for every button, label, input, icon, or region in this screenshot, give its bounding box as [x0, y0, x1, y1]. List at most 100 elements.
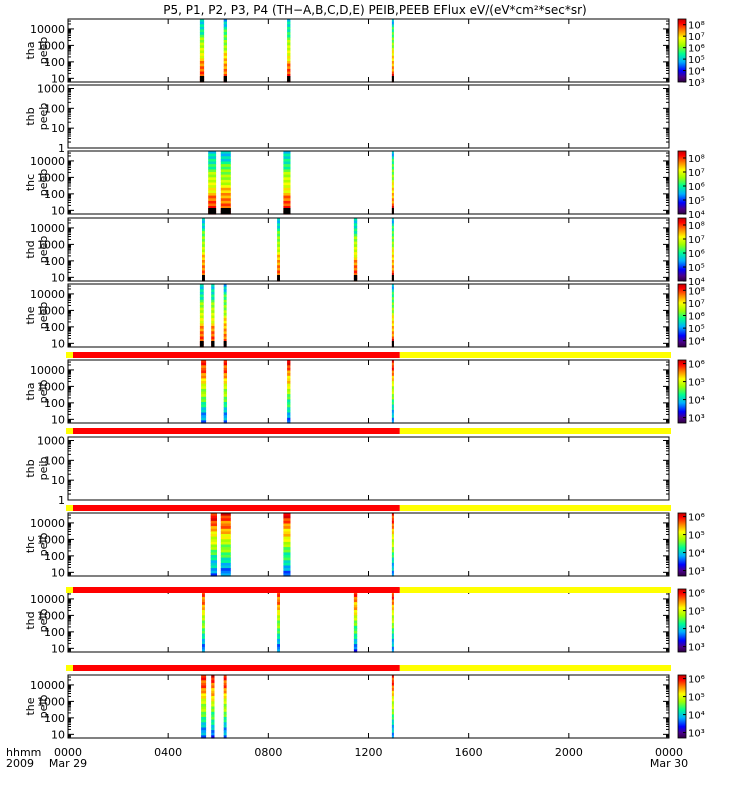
spectrogram-cell [220, 552, 231, 556]
spectrogram-cell [223, 360, 227, 364]
colorbar-tick-label: 10⁵ [688, 324, 705, 335]
spectrogram-cell [353, 646, 358, 650]
spectrogram-cell [391, 520, 394, 525]
spectrogram-cell [391, 531, 394, 535]
y-tick-label: 10000 [30, 23, 65, 36]
spectrogram-cell [211, 326, 215, 330]
spectrogram-cell [391, 365, 394, 369]
spectrogram-cell [201, 682, 207, 687]
spectrogram-cell [287, 391, 291, 395]
spectrogram-cell [277, 636, 280, 640]
spectrogram-cell [353, 233, 358, 237]
spectrogram-cell [199, 305, 204, 309]
spectrogram-cell [353, 599, 358, 603]
spectrogram-cell [391, 42, 394, 46]
colorbar-tick-label: 10⁷ [688, 168, 705, 179]
spectrogram-cell [202, 236, 205, 240]
spectrogram-cell [353, 631, 358, 635]
y-tick-label: 10000 [30, 679, 65, 692]
mode-bar-1 [66, 352, 671, 358]
spectrogram-cell [208, 161, 217, 165]
spectrogram-cell [220, 518, 231, 522]
colorbar-tick-label: 10⁴ [688, 67, 705, 78]
spectrogram-cell [223, 394, 227, 398]
spectrogram-cell [220, 203, 231, 207]
panel-frame [67, 359, 670, 424]
spectrogram-cell [277, 220, 280, 224]
spectrogram-cell [391, 415, 394, 419]
spectrogram-cell [220, 161, 231, 165]
spectrogram-cell [353, 604, 358, 608]
spectrogram-cell [201, 719, 207, 723]
spectrogram-cell [210, 555, 217, 559]
spectrogram-cell [210, 562, 217, 567]
spectrogram-cell [391, 381, 394, 385]
product-label: peib [37, 457, 50, 481]
y-tick-label: 10000 [30, 364, 65, 377]
spectrogram-cell [211, 307, 215, 311]
spectrogram-cell [353, 265, 358, 269]
spectrogram-cell [202, 254, 205, 258]
spectrogram-cell [202, 607, 205, 611]
spectrogram-cell [223, 336, 227, 340]
panel-frame [67, 150, 670, 215]
spectrogram-cell [391, 174, 394, 178]
spectrogram-cell [391, 615, 394, 619]
spectrogram-cell [391, 336, 394, 340]
spectrogram-cell [353, 220, 358, 224]
spectrogram-cell [283, 200, 291, 205]
y-tick-label: 1000 [37, 695, 65, 708]
probe-label: tha [24, 382, 37, 400]
product-label: peeb [37, 169, 50, 197]
spectrogram-cell [199, 318, 204, 322]
spectrogram-cell [391, 722, 394, 726]
spectrogram-cell [391, 636, 394, 640]
spectrogram-cell [391, 166, 394, 170]
colorbar-tick-label: 10³ [688, 414, 705, 425]
spectrogram-cell [391, 34, 394, 38]
spectrogram-cell [277, 602, 280, 606]
colorbar-tick-label: 10⁷ [688, 299, 705, 310]
colorbar-tick-label: 10⁶ [688, 44, 705, 55]
spectrogram-cell [211, 682, 215, 687]
spectrogram-cell [287, 61, 291, 65]
spectrogram-cell [220, 198, 231, 202]
spectrogram-cell [391, 620, 394, 624]
spectrogram-cell [391, 68, 394, 73]
mode-bar-5 [66, 665, 671, 671]
spectrogram-cell [220, 549, 231, 553]
spectrogram-cell [223, 399, 227, 403]
spectrogram-cell [211, 289, 215, 293]
spectrogram-cell [391, 315, 394, 319]
x-tick-label: 0000 [54, 746, 82, 759]
colorbar-tick-label: 10⁶ [688, 513, 705, 524]
spectrogram-cell [210, 513, 217, 517]
spectrogram-cell [277, 638, 280, 643]
colorbar-tick-label: 10⁴ [688, 337, 705, 348]
colorbar-tick-label: 10⁵ [688, 693, 705, 704]
spectrogram-cell [223, 391, 227, 395]
spectrogram-cell [391, 562, 394, 567]
spectrogram-cell [201, 362, 207, 366]
spectrogram-cell [283, 156, 291, 160]
spectrogram-cell [353, 228, 358, 232]
colorbar-tick-label: 10³ [688, 729, 705, 740]
spectrogram-cell [220, 536, 231, 540]
spectrogram-cell [391, 412, 394, 416]
spectrogram-cell [223, 373, 227, 377]
spectrogram-cell [391, 557, 394, 561]
colorbar [677, 150, 687, 215]
spectrogram-cell [391, 257, 394, 261]
spectrogram-cell [391, 297, 394, 301]
spectrogram-cell [202, 241, 205, 245]
spectrogram-cell [223, 63, 227, 67]
spectrogram-cell [391, 602, 394, 606]
spectrogram-cell [391, 328, 394, 332]
spectrogram-cell [391, 565, 394, 569]
spectrogram-low-energy-cell [199, 76, 205, 82]
spectrogram-cell [210, 541, 217, 546]
spectrogram-cell [283, 539, 291, 543]
spectrogram-cell [208, 158, 217, 163]
spectrogram-cell [199, 58, 205, 62]
spectrogram-cell [220, 531, 231, 535]
